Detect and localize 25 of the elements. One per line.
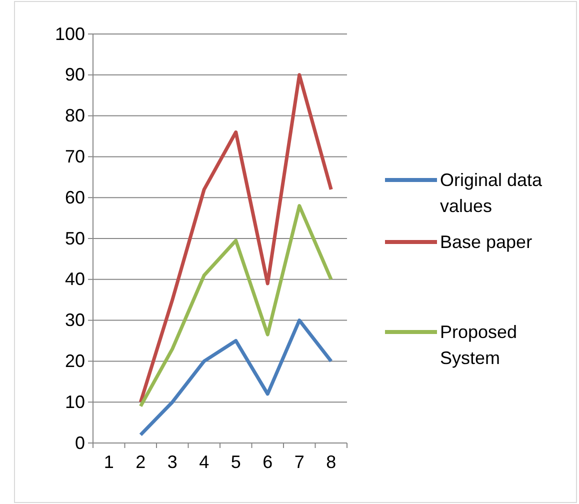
line-series [138, 318, 333, 437]
x-tick-label: 6 [262, 452, 273, 472]
legend-label: Base paper [440, 232, 532, 252]
y-tick-label: 90 [64, 64, 85, 85]
y-tick-label: 70 [64, 146, 85, 166]
y-tick-label: 80 [64, 106, 85, 126]
legend-label: Original data values [440, 170, 544, 216]
x-tick-label: 4 [199, 452, 210, 472]
y-tick-label: 40 [64, 269, 85, 290]
x-tick-label: 7 [294, 452, 304, 472]
line-series [138, 73, 333, 404]
legend-label: Proposed System [440, 322, 518, 368]
y-tick-label: 30 [64, 310, 85, 330]
y-tick-label: 20 [64, 350, 85, 371]
y-tick-label: 50 [64, 228, 85, 248]
x-tick-label: 5 [230, 452, 241, 472]
x-tick-label: 3 [167, 452, 178, 472]
y-tick-label: 60 [64, 187, 85, 208]
y-tick-label: 10 [64, 392, 85, 412]
x-tick-label: 1 [104, 452, 114, 472]
x-tick-label: 8 [326, 452, 336, 472]
y-tick-label: 0 [74, 432, 85, 453]
y-tick-label: 100 [54, 24, 85, 44]
x-tick-label: 2 [136, 452, 146, 472]
line-series [138, 204, 333, 408]
